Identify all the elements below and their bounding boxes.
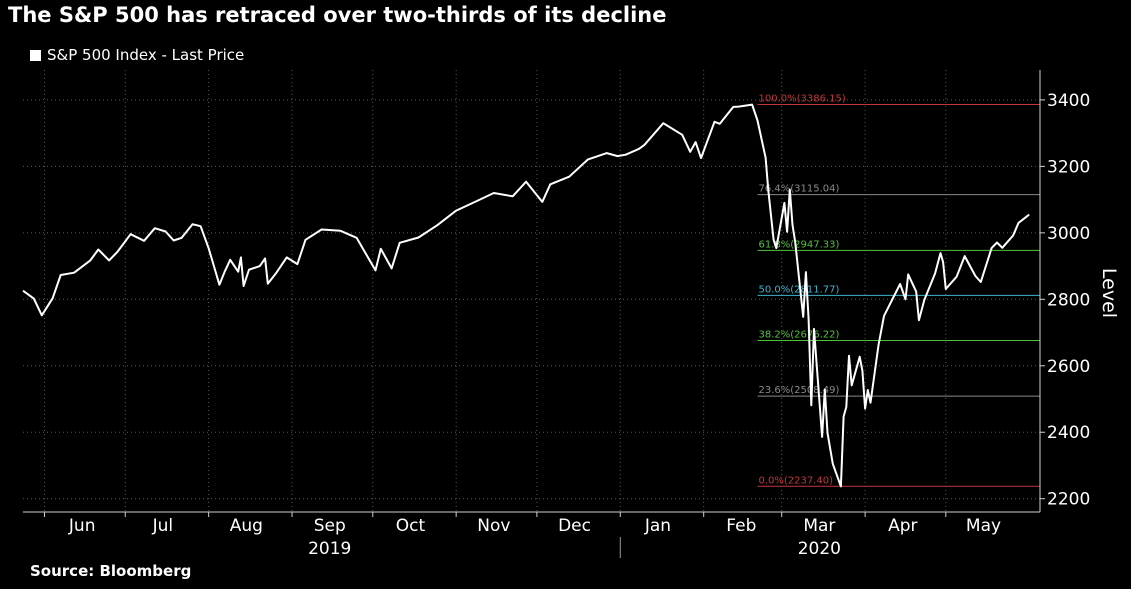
y-tick-label: 2600 [1047, 357, 1090, 377]
fib-level-label: 50.0%(2811.77) [759, 284, 840, 295]
x-tick-label: Sep [314, 516, 346, 536]
chart-title: The S&P 500 has retraced over two-thirds… [8, 3, 667, 27]
axes: 2200 2400 2600 2800 3000 3200 3400 Jun Jul Aug Sep… [23, 70, 1090, 559]
y-tick-label: 3000 [1047, 224, 1090, 244]
source-note: Source: Bloomberg [30, 562, 192, 580]
fibonacci-levels: 100.0%(3386.15) 76.4%(3115.04) 61.8%(2947.… [757, 94, 1040, 487]
x-tick-label: May [966, 516, 1001, 536]
x-tick-label: Dec [558, 516, 591, 536]
y-tick-label: 3200 [1047, 157, 1090, 177]
series-layer [22, 103, 1030, 488]
legend-swatch [30, 49, 41, 61]
fib-level-label: 76.4%(3115.04) [759, 184, 840, 195]
legend-label: S&P 500 Index - Last Price [47, 46, 245, 64]
legend: S&P 500 Index - Last Price [30, 46, 244, 64]
x-tick-label: Feb [726, 516, 756, 536]
fib-level-label: 0.0%(2237.40) [759, 475, 834, 486]
x-year-label: 2020 [798, 539, 841, 559]
fib-level-label: 38.2%(2676.22) [759, 329, 840, 340]
x-tick-label: Oct [396, 516, 426, 536]
x-tick-label: Jul [152, 516, 174, 536]
x-year-label: 2019 [308, 539, 351, 559]
fib-level-label: 61.8%(2947.33) [759, 239, 840, 250]
x-tick-label: Nov [477, 516, 510, 536]
y-tick-label: 2400 [1047, 423, 1090, 443]
y-axis-label: Level [1098, 268, 1120, 318]
y-tick-label: 2800 [1047, 290, 1090, 310]
x-tick-label: Mar [803, 516, 835, 536]
x-tick-label: Apr [888, 516, 917, 536]
grid [23, 70, 1040, 512]
x-tick-label: Jan [644, 516, 671, 536]
series-line [22, 103, 1030, 488]
fib-level-label: 100.0%(3386.15) [759, 94, 846, 105]
x-tick-label: Jun [68, 516, 96, 536]
y-tick-label: 3400 [1047, 91, 1090, 111]
fib-level-label: 23.6%(2508.49) [759, 385, 840, 396]
x-tick-label: Aug [230, 516, 263, 536]
y-tick-label: 2200 [1047, 490, 1090, 510]
